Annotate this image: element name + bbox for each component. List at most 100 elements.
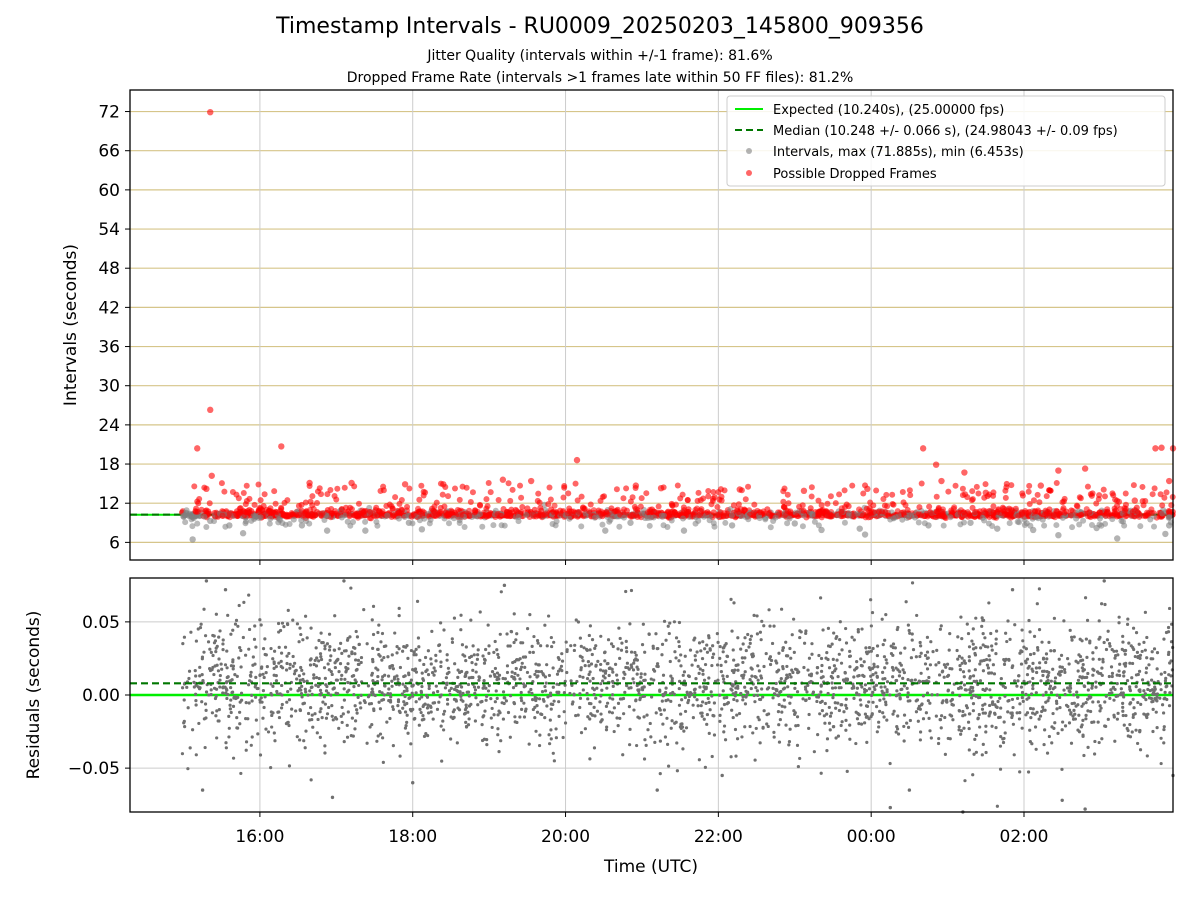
residual-point xyxy=(362,607,366,612)
residual-point xyxy=(456,675,460,679)
residual-point xyxy=(982,618,986,622)
residual-point xyxy=(211,665,215,670)
residual-point xyxy=(1137,642,1141,646)
dropped-frame-point xyxy=(631,503,638,510)
residual-point xyxy=(189,630,193,634)
interval-point xyxy=(722,519,729,526)
residual-point xyxy=(459,613,463,617)
dropped-frame-point xyxy=(441,503,448,510)
residual-point xyxy=(594,696,598,700)
interval-point xyxy=(1080,517,1087,524)
dropped-frame-point xyxy=(990,503,997,510)
residual-point xyxy=(199,622,203,626)
residual-point xyxy=(885,661,889,665)
residual-point xyxy=(306,693,310,697)
residual-point xyxy=(417,645,421,649)
residual-point xyxy=(221,642,225,646)
residual-point xyxy=(1121,705,1125,709)
residual-point xyxy=(1090,684,1094,688)
residual-point xyxy=(762,624,766,628)
residual-point xyxy=(376,630,380,635)
dropped-frame-point xyxy=(1152,445,1159,452)
interval-point xyxy=(189,536,196,543)
residual-point xyxy=(668,621,672,625)
residual-point xyxy=(865,740,869,744)
residual-point xyxy=(297,686,302,690)
residual-point xyxy=(305,636,309,640)
residual-point xyxy=(743,670,747,674)
residual-point xyxy=(264,727,268,731)
residual-point xyxy=(263,637,267,641)
residual-point xyxy=(775,669,779,674)
dropped-frame-point xyxy=(309,493,316,500)
residual-point xyxy=(711,655,715,660)
residual-point xyxy=(355,708,359,712)
residual-point xyxy=(1044,660,1048,665)
dropped-frame-point xyxy=(573,456,581,464)
residual-point xyxy=(1126,617,1130,621)
residual-point xyxy=(576,620,581,624)
residual-point xyxy=(295,677,299,681)
residual-point xyxy=(1098,635,1102,639)
residual-point xyxy=(337,647,341,651)
residual-point xyxy=(212,672,216,677)
residual-point xyxy=(1091,700,1095,704)
residual-point xyxy=(315,656,319,660)
residual-point xyxy=(439,621,443,625)
residual-point xyxy=(891,668,895,672)
residual-point xyxy=(632,681,636,685)
legend-dropped-label: Possible Dropped Frames xyxy=(773,167,937,182)
residual-point xyxy=(442,628,446,632)
residual-point xyxy=(564,640,568,644)
residual-point xyxy=(1128,722,1132,727)
residual-point xyxy=(247,701,251,705)
residual-point xyxy=(270,725,274,729)
residual-point xyxy=(239,648,243,653)
dropped-frame-point xyxy=(1163,489,1170,496)
residual-point xyxy=(783,686,787,690)
residual-point xyxy=(370,618,374,622)
dropped-frame-point xyxy=(1149,491,1156,498)
residual-point xyxy=(1088,696,1092,700)
residual-point xyxy=(735,699,739,703)
residual-point xyxy=(1034,666,1038,670)
residual-point xyxy=(258,700,262,704)
residual-point xyxy=(546,695,550,699)
residual-point xyxy=(951,691,955,695)
residual-point xyxy=(615,678,620,682)
residual-point xyxy=(984,750,988,755)
residual-point xyxy=(1105,638,1110,642)
residual-point xyxy=(1130,730,1134,734)
dropped-frame-point xyxy=(718,497,725,504)
dropped-frame-point xyxy=(486,511,493,518)
residual-point xyxy=(461,691,465,696)
dropped-frame-point xyxy=(1003,484,1010,491)
residual-point xyxy=(1082,684,1087,689)
residual-point xyxy=(512,640,516,645)
interval-point xyxy=(207,517,214,525)
residual-point xyxy=(708,708,712,712)
residual-point xyxy=(865,714,869,719)
residual-point xyxy=(919,671,923,675)
interval-point xyxy=(243,518,250,525)
residual-point xyxy=(966,720,971,724)
residual-point xyxy=(355,667,359,672)
dropped-frame-point xyxy=(191,483,198,490)
residual-point xyxy=(610,711,614,715)
residual-point xyxy=(908,631,912,635)
residual-point xyxy=(533,705,537,709)
residual-point xyxy=(371,690,375,694)
residual-point xyxy=(735,713,739,717)
dropped-frame-point xyxy=(281,499,288,506)
residual-point xyxy=(1111,686,1115,690)
residual-point xyxy=(987,654,991,658)
residual-point xyxy=(1072,693,1076,697)
residual-point xyxy=(296,689,300,693)
dropped-frame-point xyxy=(1053,507,1060,514)
residual-point xyxy=(401,682,405,686)
residual-point xyxy=(1020,690,1025,695)
dropped-frame-point xyxy=(692,509,699,516)
residual-point xyxy=(1019,662,1024,666)
residual-point xyxy=(631,677,635,681)
y-tick-label-6: 6 xyxy=(109,533,120,553)
